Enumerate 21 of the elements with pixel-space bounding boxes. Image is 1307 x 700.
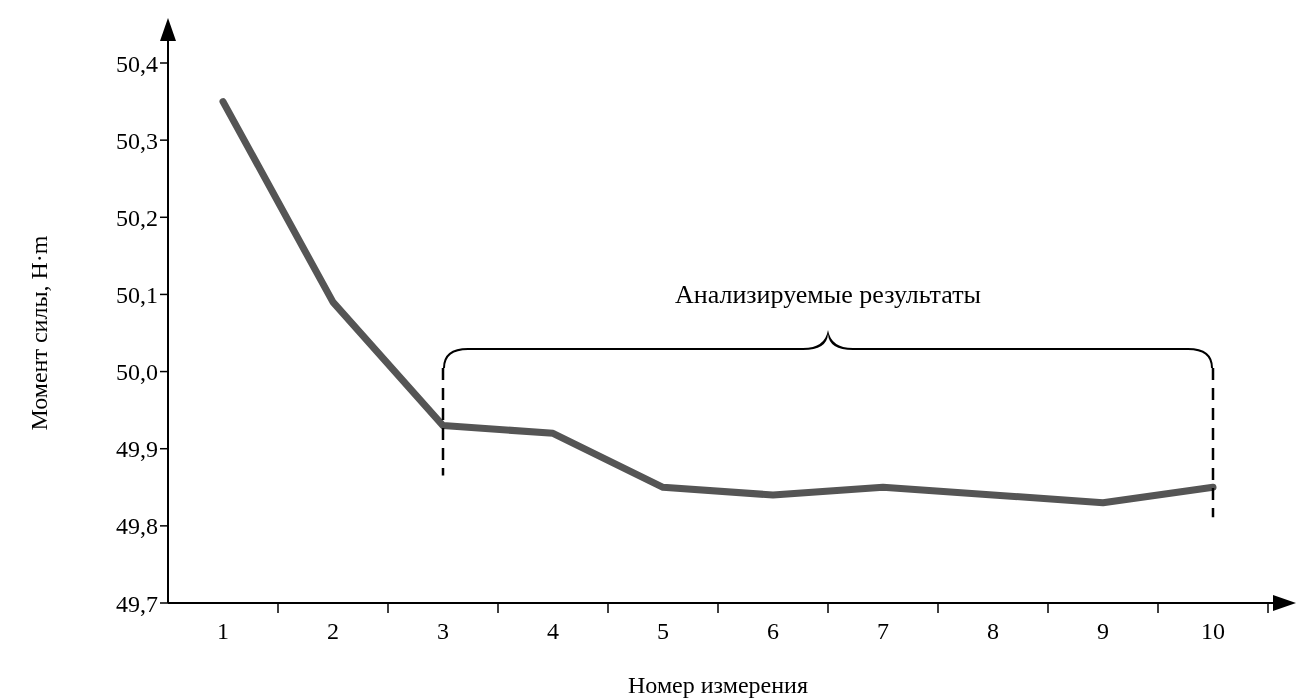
x-tick-label: 3 bbox=[437, 618, 449, 644]
y-tick-label: 50,1 bbox=[116, 281, 158, 308]
x-tick-label: 9 bbox=[1097, 618, 1109, 644]
y-tick-label: 50,2 bbox=[116, 204, 158, 231]
y-tick-label: 49,9 bbox=[116, 436, 158, 463]
y-tick-label: 49,8 bbox=[116, 513, 158, 540]
annotation: Анализируемые результаты bbox=[674, 280, 982, 309]
x-tick-label: 1 bbox=[217, 618, 229, 644]
x-tick-label: 6 bbox=[767, 618, 779, 644]
y-tick-label: 49,7 bbox=[116, 590, 158, 617]
y-tick-label: 50,0 bbox=[116, 359, 158, 386]
y-tick-label: 50,3 bbox=[116, 127, 158, 154]
x-tick-label: 7 bbox=[877, 618, 889, 644]
x-tick-label: 2 bbox=[327, 618, 339, 644]
x-axis-title: Номер измерения bbox=[628, 672, 808, 698]
x-tick-label: 4 bbox=[547, 618, 559, 644]
x-tick-label: 5 bbox=[657, 618, 669, 644]
x-tick-label: 8 bbox=[987, 618, 999, 644]
x-tick-label: 10 bbox=[1201, 618, 1225, 644]
y-tick-label: 50,4 bbox=[116, 50, 158, 77]
y-axis-title: Момент силы, Н·m bbox=[25, 235, 52, 431]
